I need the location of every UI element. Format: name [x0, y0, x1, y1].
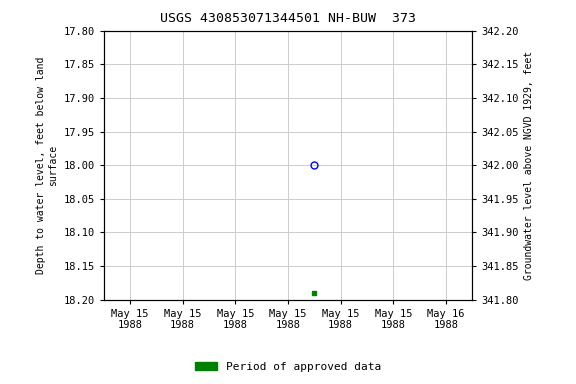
Title: USGS 430853071344501 NH-BUW  373: USGS 430853071344501 NH-BUW 373 [160, 12, 416, 25]
Y-axis label: Groundwater level above NGVD 1929, feet: Groundwater level above NGVD 1929, feet [524, 51, 535, 280]
Y-axis label: Depth to water level, feet below land
surface: Depth to water level, feet below land su… [36, 56, 58, 274]
Legend: Period of approved data: Period of approved data [191, 358, 385, 377]
